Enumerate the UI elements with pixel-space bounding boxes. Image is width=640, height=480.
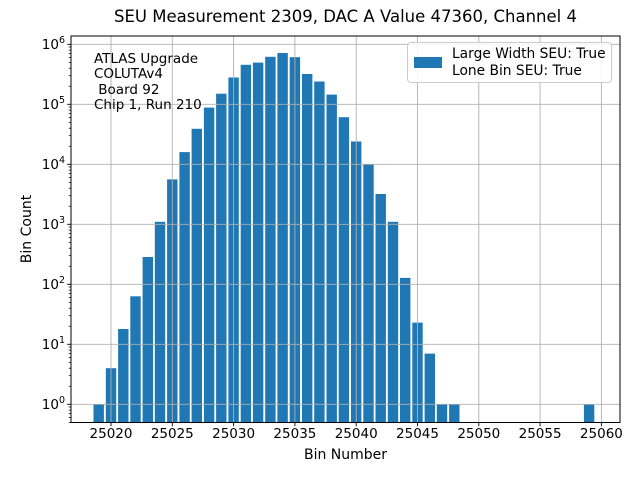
x-tick-label: 25025 — [151, 426, 194, 442]
bar — [583, 404, 595, 423]
legend: Large Width SEU: True Lone Bin SEU: True — [407, 42, 612, 83]
plot-annotation: ATLAS Upgrade COLUTAv4 Board 92 Chip 1, … — [94, 51, 202, 114]
legend-label-lone-bin-seu: Lone Bin SEU: True — [452, 62, 582, 79]
bar — [179, 152, 190, 423]
bar — [326, 94, 337, 423]
bar — [216, 93, 227, 423]
bar — [191, 128, 202, 423]
axes-spines — [70, 35, 621, 423]
x-tick-label: 25055 — [519, 426, 562, 442]
bar — [363, 164, 374, 423]
y-tick-label: 106 — [42, 35, 65, 53]
y-tick-label: 104 — [42, 155, 65, 173]
bar — [387, 221, 399, 423]
y-tick-label: 103 — [42, 215, 65, 233]
annotation-line: COLUTAv4 — [94, 66, 164, 83]
bar — [265, 56, 276, 423]
annotation-line: Board 92 — [94, 81, 160, 98]
x-tick-label: 25045 — [396, 426, 439, 442]
bar — [154, 221, 166, 423]
bar — [93, 404, 104, 423]
y-tick-label: 105 — [42, 95, 65, 113]
y-axis-label: Bin Count — [19, 194, 35, 264]
bar — [424, 353, 435, 423]
annotation-line: Chip 1, Run 210 — [94, 97, 202, 114]
x-tick-label: 25060 — [580, 426, 623, 442]
x-tick-label: 25040 — [335, 426, 378, 442]
legend-label-large-width-seu: Large Width SEU: True — [452, 45, 606, 62]
bar — [449, 404, 460, 423]
bar — [400, 277, 411, 423]
y-tick-label: 102 — [42, 275, 65, 293]
annotation-line: ATLAS Upgrade — [94, 51, 199, 67]
bar — [118, 329, 129, 423]
x-tick-label: 25020 — [90, 426, 133, 442]
bar — [302, 74, 313, 423]
x-tick-label: 25030 — [212, 426, 255, 442]
bar — [240, 64, 252, 423]
chart-title: SEU Measurement 2309, DAC A Value 47360,… — [114, 7, 577, 26]
bar — [252, 62, 264, 423]
bar — [130, 296, 141, 423]
bar — [436, 404, 448, 423]
bar — [314, 81, 325, 423]
x-tick-label: 25035 — [273, 426, 316, 442]
x-axis-label: Bin Number — [303, 447, 388, 463]
x-tick-label: 25050 — [457, 426, 500, 442]
bar — [375, 194, 386, 423]
y-tick-label: 100 — [42, 395, 65, 413]
bar — [142, 257, 153, 423]
legend-swatch — [414, 57, 442, 68]
bar — [338, 117, 350, 423]
y-tick-label: 101 — [42, 335, 65, 353]
bar — [203, 107, 215, 423]
bar — [277, 53, 288, 423]
